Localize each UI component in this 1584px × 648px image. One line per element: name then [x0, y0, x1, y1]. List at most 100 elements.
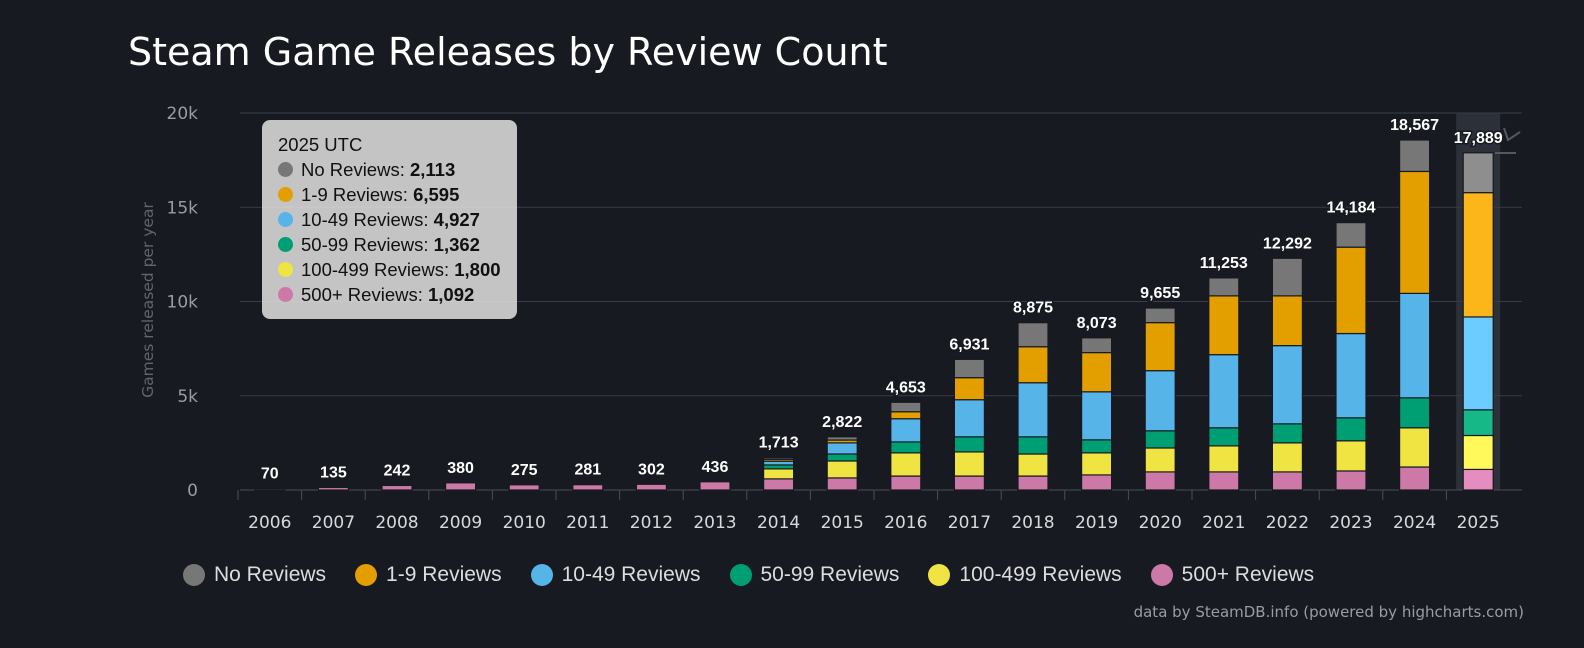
bar-segment [953, 399, 986, 438]
legend-label: 50-99 Reviews [760, 563, 900, 586]
x-tick-label: 2014 [757, 513, 800, 533]
bar-segment [826, 436, 858, 441]
data-label: 11,253 [1200, 255, 1248, 272]
series-dot-icon [278, 262, 293, 277]
tooltip-label: 500+ Reviews: [301, 284, 428, 305]
bar-segment [1017, 382, 1049, 438]
bar-segment [953, 451, 986, 477]
bar-segment [1208, 295, 1240, 356]
bar-segment [1080, 337, 1113, 354]
bar-segment [1398, 466, 1431, 491]
data-label: 2,822 [822, 414, 862, 431]
bar-segment [826, 453, 858, 462]
legend-item[interactable]: 10-49 Reviews [530, 563, 701, 587]
x-tick-label: 2025 [1457, 513, 1500, 533]
y-tick-label: 5k [177, 387, 198, 407]
data-label: 17,889 [1454, 130, 1503, 147]
legend-item[interactable]: No Reviews [183, 563, 326, 587]
bar-segment [1080, 351, 1113, 393]
tooltip-header: 2025 UTC [278, 134, 363, 155]
data-label: 12,292 [1263, 235, 1312, 252]
bar-segment [1271, 295, 1304, 347]
bar-segment [635, 483, 668, 491]
bar-segment [890, 411, 922, 420]
bar-segment [953, 475, 986, 491]
series-dot-icon [278, 212, 293, 227]
bar-segment [826, 460, 858, 479]
bar-segment [1335, 332, 1367, 419]
y-tick-label: 10k [167, 293, 199, 313]
tooltip-value: 4,927 [433, 209, 480, 230]
tooltip-row: No Reviews: 2,113 [278, 157, 501, 182]
bar-segment [1144, 370, 1176, 432]
tooltip-row: 50-99 Reviews: 1,362 [278, 232, 501, 257]
tooltip-value: 1,800 [454, 259, 501, 280]
series-dot-icon [278, 187, 293, 202]
bar-segment [826, 442, 858, 455]
tooltip-label: 50-99 Reviews: [301, 234, 434, 255]
bar-segment [1017, 322, 1049, 348]
bar-segment [1398, 170, 1431, 294]
bar-segment [1462, 152, 1494, 194]
bar-segment [1462, 316, 1494, 411]
bar-segment [953, 436, 986, 453]
bar-segment [762, 457, 795, 460]
x-tick-label: 2007 [312, 513, 355, 533]
bar-segment [1208, 445, 1240, 473]
data-label: 8,875 [1013, 300, 1053, 317]
x-tick-label: 2012 [630, 513, 673, 533]
tooltip-value: 2,113 [409, 159, 456, 180]
download-icon[interactable] [1495, 127, 1521, 154]
legend: No Reviews 1-9 Reviews 10-49 Reviews 50-99 … [183, 563, 1343, 587]
bar-segment [1398, 292, 1431, 399]
bar-segment [254, 488, 286, 491]
legend-item[interactable]: 50-99 Reviews [729, 563, 900, 587]
legend-dot-icon [355, 564, 378, 586]
bar-segment [1335, 417, 1367, 442]
chart-title: Steam Game Releases by Review Count [128, 30, 888, 74]
bar-segment [826, 477, 858, 491]
tooltip-label: 1-9 Reviews: [301, 184, 414, 205]
x-tick-label: 2011 [566, 513, 609, 533]
bar-segment [1271, 471, 1304, 491]
data-label: 70 [261, 466, 279, 483]
legend-label: 500+ Reviews [1181, 563, 1315, 586]
legend-label: 10-49 Reviews [561, 563, 701, 586]
x-tick-label: 2013 [693, 513, 736, 533]
bar-segment [1017, 346, 1049, 384]
bar-segment [381, 484, 413, 491]
tooltip-label: 10-49 Reviews: [301, 209, 434, 230]
bar-segment [1017, 453, 1049, 477]
bar-segment [1017, 436, 1049, 455]
tooltip-value: 1,092 [428, 284, 475, 305]
x-tick-label: 2017 [948, 513, 991, 533]
bar-segment [1017, 475, 1049, 491]
bar-segment [1080, 391, 1113, 441]
legend-dot-icon [1150, 564, 1173, 586]
series-dot-icon [278, 287, 293, 302]
legend-item[interactable]: 500+ Reviews [1150, 563, 1315, 587]
bar-segment [1398, 397, 1431, 429]
bar-segment [1144, 307, 1176, 324]
x-tick-label: 2009 [439, 513, 482, 533]
bar-segment [1271, 423, 1304, 444]
bar-segment [1398, 139, 1431, 173]
series-dot-icon [278, 237, 293, 252]
bar-segment [953, 377, 986, 401]
x-tick-label: 2010 [503, 513, 546, 533]
x-tick-label: 2021 [1202, 513, 1245, 533]
bar-segment [1398, 427, 1431, 468]
bar-segment [699, 481, 731, 491]
data-label: 302 [638, 461, 665, 478]
credit-link[interactable]: data by SteamDB.info (powered by highcha… [1133, 603, 1524, 621]
tooltip-row: 10-49 Reviews: 4,927 [278, 207, 501, 232]
bar-segment [762, 478, 795, 491]
legend-item[interactable]: 100-499 Reviews [928, 563, 1122, 587]
bar-segment [890, 452, 922, 477]
legend-item[interactable]: 1-9 Reviews [355, 563, 502, 587]
tooltip-label: 100-499 Reviews: [301, 259, 455, 280]
tooltip-row: 500+ Reviews: 1,092 [278, 282, 501, 307]
bar-segment [445, 482, 477, 491]
bar-segment [890, 441, 922, 454]
